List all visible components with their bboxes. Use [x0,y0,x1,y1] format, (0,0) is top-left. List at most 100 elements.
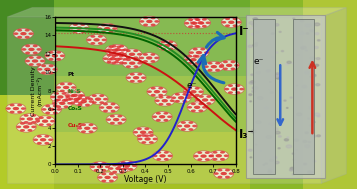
Circle shape [69,27,74,29]
Circle shape [285,139,288,141]
Circle shape [214,172,219,175]
Circle shape [200,48,205,50]
Circle shape [195,62,200,64]
Circle shape [151,87,156,90]
Circle shape [120,171,125,173]
Circle shape [97,27,102,30]
Circle shape [92,127,97,130]
Circle shape [117,160,137,171]
Circle shape [206,102,211,105]
Circle shape [90,166,95,168]
Circle shape [248,149,252,151]
Circle shape [49,51,54,54]
Circle shape [73,98,80,101]
Circle shape [217,176,222,178]
Circle shape [221,172,227,175]
Circle shape [214,168,234,179]
Circle shape [204,51,209,54]
Circle shape [36,63,41,66]
Circle shape [81,98,86,101]
Circle shape [255,144,257,145]
Circle shape [120,49,125,52]
Circle shape [13,107,19,110]
Circle shape [200,154,207,158]
Circle shape [112,52,117,54]
Circle shape [164,44,170,47]
Circle shape [44,135,49,138]
Circle shape [168,48,173,50]
Circle shape [111,55,116,57]
Circle shape [207,62,212,65]
Circle shape [114,58,121,61]
Circle shape [275,161,279,164]
Circle shape [161,41,166,43]
Circle shape [139,16,159,27]
Circle shape [88,94,108,105]
Circle shape [78,101,83,104]
Circle shape [23,125,29,129]
Circle shape [310,30,313,32]
Circle shape [31,114,36,117]
Text: I⁻: I⁻ [239,25,250,38]
Circle shape [146,56,152,60]
Circle shape [98,35,103,38]
Circle shape [78,95,83,97]
Circle shape [66,94,86,105]
Circle shape [66,98,71,101]
Circle shape [97,176,102,179]
Circle shape [25,29,30,32]
Circle shape [32,59,38,63]
Circle shape [114,106,119,109]
Circle shape [141,134,146,137]
Circle shape [59,102,65,105]
Circle shape [133,50,138,52]
Circle shape [212,158,217,160]
Circle shape [99,102,119,113]
Circle shape [130,73,135,76]
Circle shape [112,45,117,48]
Circle shape [132,164,137,167]
Circle shape [265,22,267,23]
Circle shape [209,154,214,157]
Circle shape [139,20,144,23]
Circle shape [33,135,53,145]
Circle shape [250,28,253,29]
Circle shape [17,29,22,32]
Circle shape [117,115,122,118]
Circle shape [150,53,155,56]
Circle shape [239,88,244,91]
Circle shape [106,114,126,125]
Circle shape [219,65,224,68]
Circle shape [207,69,212,71]
Circle shape [249,81,255,84]
Circle shape [152,155,157,157]
Polygon shape [7,8,346,17]
Circle shape [193,151,213,161]
Circle shape [121,168,126,171]
Circle shape [126,65,131,68]
Circle shape [158,94,163,96]
Circle shape [137,134,142,137]
Circle shape [199,102,204,105]
Circle shape [161,99,168,102]
Circle shape [56,108,61,111]
Bar [0,0,54,94]
Circle shape [305,24,311,27]
Circle shape [273,128,278,130]
Circle shape [33,45,38,47]
X-axis label: Voltage (V): Voltage (V) [124,175,167,184]
Circle shape [121,161,126,164]
Circle shape [275,52,278,53]
Circle shape [88,98,93,101]
Circle shape [249,22,254,24]
Circle shape [45,105,50,107]
Circle shape [219,64,224,67]
Circle shape [184,22,189,25]
Circle shape [35,118,40,120]
Circle shape [99,101,104,104]
Y-axis label: Current Density
(mAcm⁻²): Current Density (mAcm⁻²) [31,66,43,116]
Circle shape [130,80,135,82]
Circle shape [187,94,192,97]
Circle shape [126,72,146,83]
Circle shape [164,151,169,154]
